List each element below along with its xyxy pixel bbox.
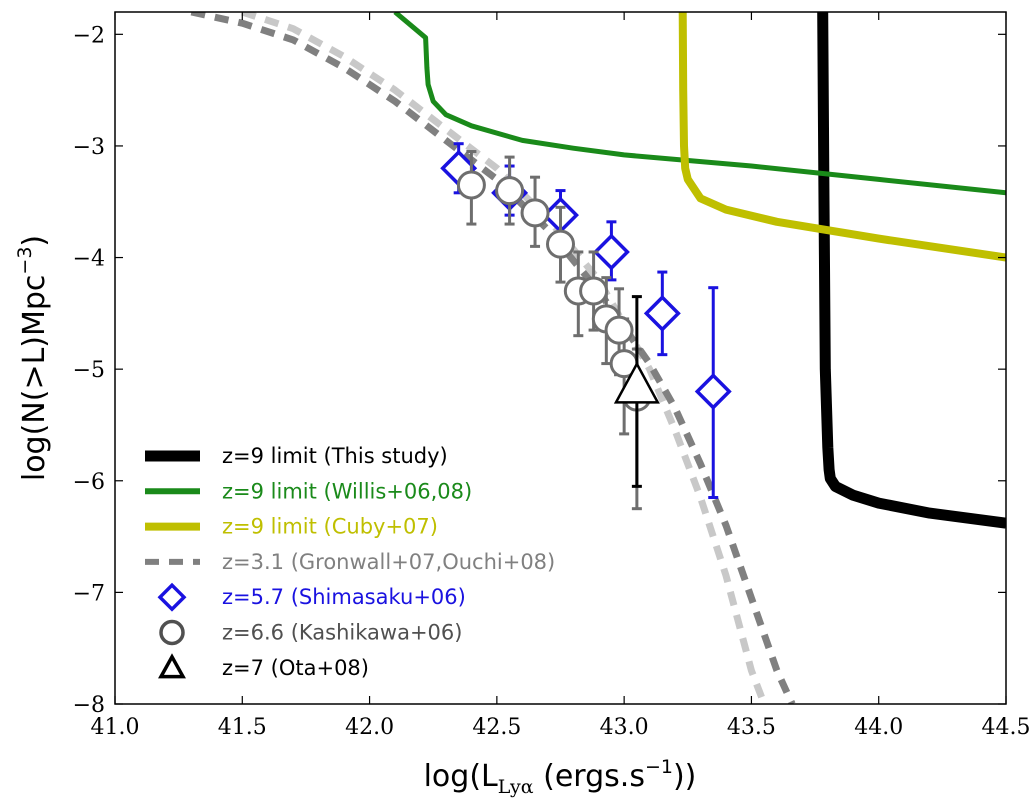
- curve-cuby: [678, 12, 1006, 262]
- marker-circle: [579, 276, 609, 306]
- legend-swatch: [157, 582, 187, 612]
- points-layer: [440, 142, 732, 511]
- plot-frame: [114, 11, 1007, 705]
- marker-circle: [604, 315, 634, 345]
- x-tick-label: 43.0: [600, 715, 649, 740]
- marker-circle: [520, 198, 550, 228]
- legend-label: z=3.1 (Gronwall+07,Ouchi+08): [222, 550, 555, 574]
- y-tick-label: −2: [73, 23, 105, 48]
- y-tick-label: −7: [73, 581, 105, 606]
- marker-circle: [495, 176, 525, 206]
- y-tick-label: −5: [73, 358, 105, 383]
- marker-circle: [456, 170, 486, 200]
- marker-diamond: [694, 373, 732, 410]
- legend-label: z=7 (Ota+08): [222, 656, 369, 680]
- marker-diamond: [643, 294, 681, 332]
- ticks-layer: 41.0 41.5 42.0 42.5 43.0 43.5 44.0 44.5 −8 −7 −6 −5…: [73, 12, 1031, 740]
- legend-swatch: [159, 619, 185, 646]
- legend-label: z=9 limit (Cuby+07): [222, 515, 438, 539]
- legend-label: z=9 limit (Willis+06,08): [222, 479, 472, 503]
- x-tick-label: 43.5: [727, 715, 776, 740]
- legend: z=9 limit (This study) z=9 limit (Willis+…: [145, 444, 555, 680]
- legend-label: z=6.6 (Kashikawa+06): [222, 621, 462, 645]
- curve-willis: [393, 12, 1006, 196]
- marker-diamond: [592, 233, 630, 271]
- legend-entry-kashikawa: z=6.6 (Kashikawa+06): [159, 619, 462, 646]
- legend-entry-gronwall-dark: z=3.1 (Gronwall+07,Ouchi+08): [145, 550, 555, 574]
- y-tick-label: −6: [73, 470, 105, 495]
- marker-triangle: [613, 361, 660, 404]
- legend-label: z=9 limit (This study): [222, 444, 448, 468]
- x-axis-label: log(LLyα (ergs.s−1)): [424, 756, 697, 798]
- legend-entry-cuby: z=9 limit (Cuby+07): [145, 515, 438, 539]
- plot-background: [115, 12, 1006, 704]
- y-axis-label: log(N(>L)Mpc−3): [14, 235, 52, 481]
- curve-gronwall-dark: [190, 12, 796, 704]
- y-tick-label: −3: [73, 135, 105, 160]
- legend-entry-shimasaku: z=5.7 (Shimasaku+06): [157, 582, 466, 612]
- y-tick-label: −4: [73, 247, 105, 272]
- legend-swatch: [158, 653, 186, 679]
- legend-entry-ota: z=7 (Ota+08): [158, 653, 369, 680]
- x-tick-label: 41.5: [218, 715, 267, 740]
- legend-entry-this-study: z=9 limit (This study): [145, 444, 448, 468]
- marker-circle: [546, 229, 575, 259]
- x-tick-label: 44.5: [982, 715, 1031, 740]
- legend-label: z=5.7 (Shimasaku+06): [222, 585, 466, 609]
- x-tick-label: 44.0: [854, 715, 903, 740]
- series-ota: [613, 295, 660, 488]
- y-tick-label: −8: [73, 693, 105, 718]
- x-tick-label: 41.0: [91, 715, 140, 740]
- x-tick-label: 42.0: [345, 715, 394, 740]
- legend-entry-willis: z=9 limit (Willis+06,08): [145, 479, 472, 503]
- curve-this-study: [817, 12, 1006, 529]
- x-tick-label: 42.5: [472, 715, 521, 740]
